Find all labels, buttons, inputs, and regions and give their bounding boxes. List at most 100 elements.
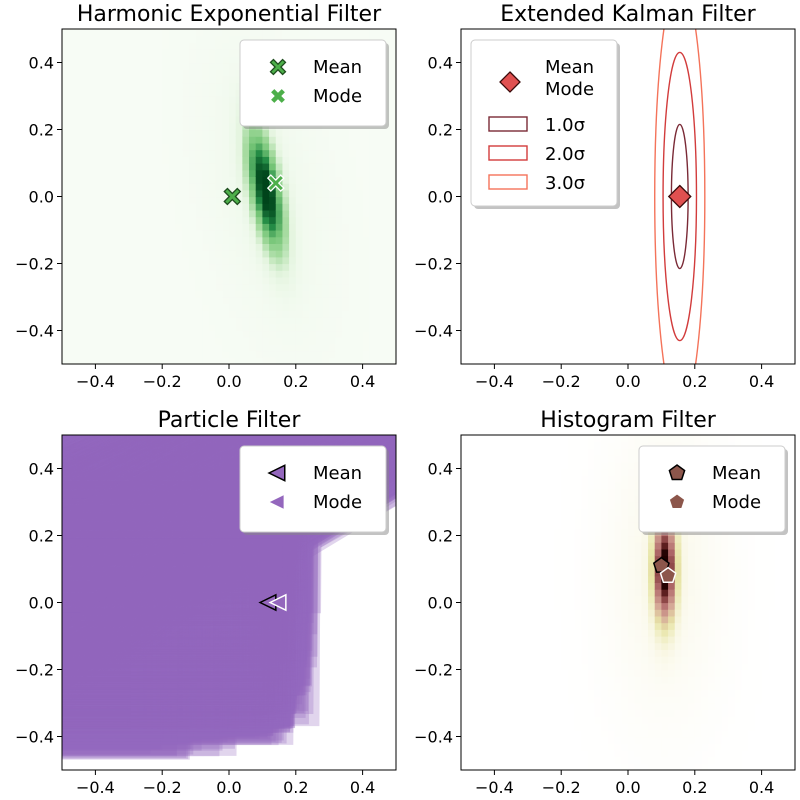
heatmap-cell (382, 169, 390, 177)
heatmap-cell (289, 129, 297, 137)
particle (62, 435, 387, 656)
heatmap-cell (282, 270, 290, 278)
heatmap-cell (115, 317, 123, 325)
heatmap-cell (302, 129, 310, 137)
heatmap-cell (62, 209, 70, 218)
heatmap-cell (315, 310, 324, 318)
heatmap-cell (175, 116, 183, 124)
heatmap-cell (215, 330, 223, 338)
heatmap-cell (68, 156, 76, 164)
heatmap-cell (275, 230, 284, 238)
heatmap-cell (108, 136, 117, 144)
particle (62, 435, 281, 581)
heatmap-cell (202, 283, 210, 291)
heatmap-cell (389, 270, 396, 278)
heatmap-cell (349, 156, 357, 164)
heatmap-cell (262, 163, 270, 171)
heatmap-cell (142, 250, 150, 258)
particle (62, 435, 396, 703)
heatmap-cell (229, 102, 237, 110)
heatmap-cell (355, 357, 364, 364)
heatmap-cell (249, 136, 257, 144)
heatmap-cell (195, 109, 203, 117)
heatmap-cell (108, 337, 117, 345)
heatmap-cell (229, 136, 237, 144)
heatmap-cell (208, 317, 217, 325)
heatmap-cell (168, 276, 177, 285)
particle (62, 435, 290, 627)
heatmap-cell (182, 270, 190, 278)
heatmap-cell (142, 203, 150, 211)
particle (62, 435, 214, 576)
particle (62, 435, 338, 643)
heatmap-cell (102, 136, 110, 144)
particle (62, 435, 280, 534)
heatmap-cell (262, 263, 270, 271)
particle (62, 435, 378, 647)
heatmap-cell (309, 183, 317, 191)
heatmap-cell (369, 156, 377, 164)
heatmap-cell (175, 263, 183, 271)
heatmap-cell (275, 350, 284, 358)
heatmap-cell (208, 183, 217, 191)
heatmap-cell (315, 250, 324, 258)
heatmap-cell (168, 163, 177, 171)
heatmap-cell (289, 276, 297, 285)
heatmap-cell (355, 142, 364, 151)
heatmap-cell (75, 276, 83, 285)
heatmap-cell (155, 183, 163, 191)
heatmap-cell (249, 156, 257, 164)
heatmap-cell (235, 163, 243, 171)
particle (62, 435, 396, 689)
heatmap-cell (315, 169, 324, 177)
heatmap-cell (249, 343, 257, 352)
heatmap-cell (128, 357, 137, 364)
particle (62, 435, 289, 534)
heatmap-cell (82, 136, 90, 144)
heatmap-cell (382, 250, 390, 258)
heatmap-cell (142, 236, 150, 244)
heatmap-cell (269, 35, 277, 43)
heatmap-cell (68, 49, 76, 57)
heatmap-cell (329, 250, 337, 258)
heatmap-cell (175, 156, 183, 164)
heatmap-cell (155, 216, 163, 224)
heatmap-cell (369, 297, 377, 305)
heatmap-cell (202, 357, 210, 364)
heatmap-cell (302, 203, 310, 211)
heatmap-cell (175, 290, 183, 298)
heatmap-cell (95, 96, 103, 104)
heatmap-cell (208, 337, 217, 345)
y-tick-label: −0.4 (15, 322, 54, 341)
particle (62, 435, 297, 551)
heatmap-cell (188, 230, 197, 238)
heatmap-cell (108, 163, 117, 171)
heatmap-cell (122, 330, 130, 338)
heatmap-cell (369, 343, 377, 352)
heatmap-cell (229, 149, 237, 157)
heatmap-cell (95, 303, 103, 311)
heatmap-cell (329, 149, 337, 157)
heatmap-cell (148, 69, 157, 77)
heatmap-cell (255, 183, 263, 191)
heatmap-cell (168, 102, 177, 110)
heatmap-cell (309, 350, 317, 358)
heatmap-cell (148, 290, 157, 298)
heatmap-cell (175, 337, 183, 345)
heatmap-cell (168, 183, 177, 191)
particle (62, 435, 290, 569)
heatmap-cell (155, 330, 163, 338)
heatmap-cell (335, 330, 344, 338)
heatmap-cell (335, 136, 344, 144)
heatmap-cell (148, 136, 157, 144)
heatmap-cell (102, 42, 110, 50)
heatmap-cell (202, 96, 210, 104)
heatmap-cell (222, 330, 230, 338)
heatmap-cell (215, 149, 223, 157)
heatmap-cell (369, 136, 377, 144)
heatmap-cell (362, 169, 370, 177)
heatmap-cell (155, 243, 163, 251)
heatmap-cell (302, 169, 310, 177)
heatmap-cell (88, 310, 96, 318)
heatmap-cell (229, 35, 237, 43)
